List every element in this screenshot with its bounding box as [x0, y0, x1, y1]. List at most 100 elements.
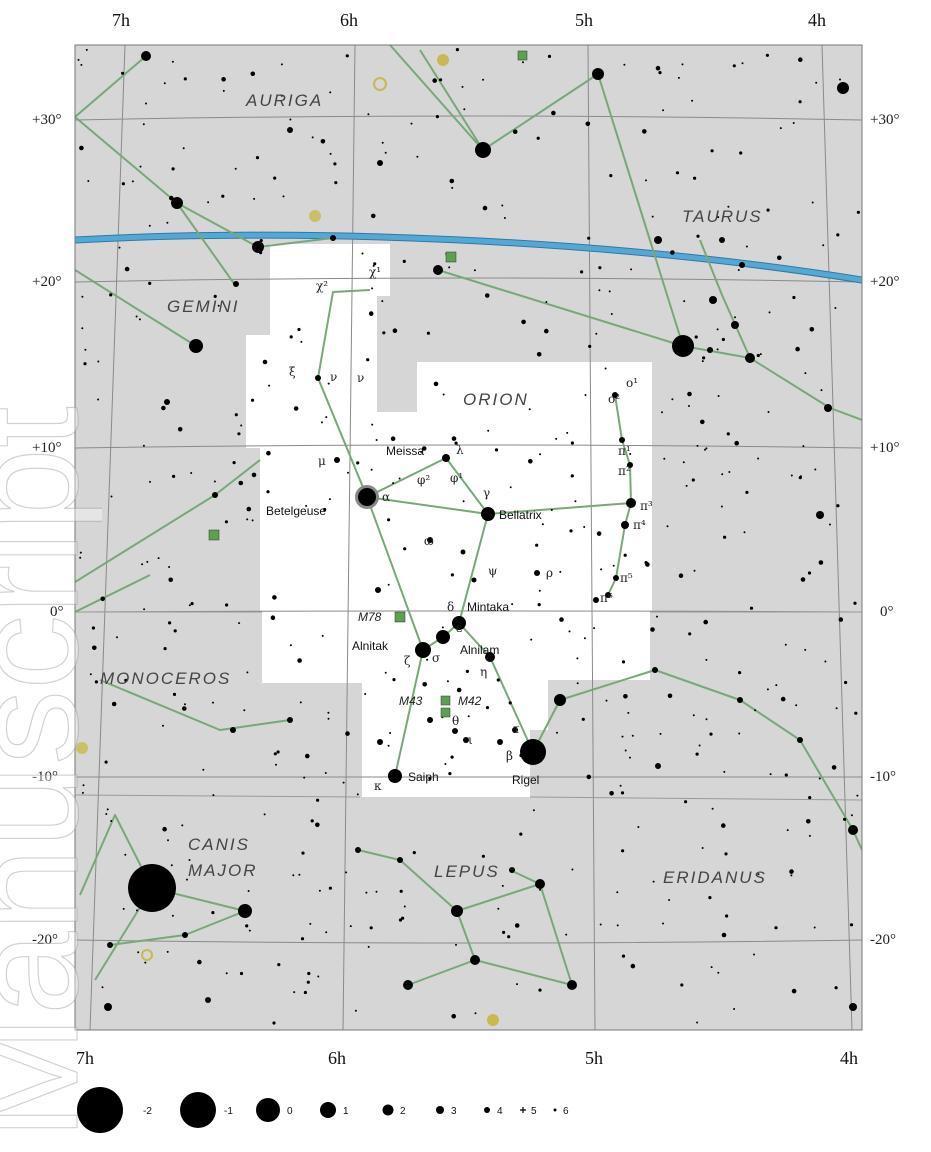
faint-star	[280, 63, 283, 66]
faint-star	[136, 909, 138, 912]
legend-dot	[520, 1107, 526, 1113]
faint-star	[487, 429, 490, 432]
faint-star	[181, 824, 184, 827]
greek-label: ι	[468, 733, 473, 747]
faint-star	[273, 752, 277, 756]
m78-marker	[394, 611, 406, 623]
faint-star	[82, 784, 85, 787]
chart-frame	[74, 44, 863, 1031]
faint-star	[822, 244, 825, 247]
faint-star	[792, 122, 795, 124]
faint-star	[433, 381, 439, 387]
faint-star	[297, 658, 302, 663]
faint-star	[583, 526, 586, 528]
faint-star	[321, 634, 324, 637]
faint-star	[213, 294, 217, 298]
faint-star	[441, 626, 444, 629]
faint-star	[799, 475, 802, 478]
faint-star	[232, 461, 236, 465]
faint-star	[666, 525, 669, 528]
faint-star	[798, 100, 802, 104]
faint-star	[455, 48, 459, 52]
faint-star	[741, 62, 744, 65]
faint-star	[381, 141, 384, 144]
faint-star	[496, 678, 500, 682]
dec-label: -10°	[870, 769, 896, 785]
greek-label: o¹	[626, 376, 638, 390]
faint-star	[521, 319, 526, 325]
dec-label: -20°	[32, 932, 58, 948]
constellation-names: AURIGA TAURUS GEMINI ORION MONOCEROS CAN…	[100, 91, 765, 887]
faint-star	[462, 500, 465, 503]
faint-star	[272, 1021, 276, 1025]
faint-star	[804, 372, 807, 375]
dso-label-m43: M43	[399, 694, 423, 708]
faint-star	[94, 680, 98, 684]
faint-star	[80, 63, 83, 66]
faint-star	[390, 436, 396, 442]
legend-label: 5	[531, 1106, 537, 1117]
faint-star	[623, 553, 627, 557]
greek-label: θ	[452, 714, 459, 728]
faint-star	[721, 932, 727, 938]
faint-star	[166, 221, 169, 224]
faint-star	[547, 54, 552, 59]
greek-label: β	[506, 749, 513, 763]
faint-star	[779, 127, 782, 130]
faint-star	[251, 519, 254, 522]
faint-star	[732, 64, 736, 68]
faint-star	[556, 731, 558, 734]
faint-star	[211, 911, 215, 915]
faint-star	[624, 749, 627, 752]
faint-star	[709, 732, 713, 736]
faint-star	[519, 832, 523, 836]
faint-star	[645, 562, 650, 567]
alnitak-star	[415, 642, 431, 658]
bright-stars	[104, 51, 858, 1011]
faint-star	[467, 715, 470, 718]
faint-star	[795, 704, 798, 707]
faint-star	[593, 627, 596, 630]
faint-star	[121, 71, 125, 75]
faint-star	[683, 300, 686, 303]
faint-star	[375, 439, 378, 441]
faint-star	[124, 678, 128, 682]
magnitude-legend: -2 -1 0 1 2 3 4 5 6	[77, 1087, 569, 1133]
faint-star	[172, 692, 177, 697]
faint-star	[381, 300, 384, 303]
faint-star	[190, 472, 193, 474]
faint-star	[87, 180, 90, 182]
faint-star	[838, 617, 844, 622]
faint-star	[77, 58, 80, 61]
faint-star	[703, 619, 708, 625]
faint-star	[702, 356, 706, 360]
faint-star	[303, 990, 307, 995]
faint-star	[576, 657, 579, 660]
m43-marker	[440, 695, 451, 706]
faint-star	[212, 701, 214, 704]
faint-star	[311, 136, 314, 139]
faint-star	[328, 886, 332, 890]
dec-label: 0°	[50, 604, 64, 620]
faint-star	[451, 186, 454, 189]
faint-star	[371, 213, 376, 219]
faint-star	[768, 311, 771, 314]
faint-star	[84, 348, 87, 351]
faint-star	[124, 266, 130, 272]
constellation-label-monoceros: MONOCEROS	[100, 669, 231, 688]
faint-star	[307, 971, 311, 976]
greek-label: σ	[432, 651, 440, 665]
faint-star	[808, 796, 812, 800]
faint-star	[587, 236, 591, 240]
faint-star	[421, 446, 427, 451]
faint-star	[727, 205, 730, 208]
greek-label: η	[480, 665, 487, 679]
faint-star	[808, 834, 811, 837]
greek-label: π⁴	[633, 518, 646, 532]
faint-star	[122, 907, 125, 910]
faint-star	[448, 266, 451, 269]
faint-star	[426, 658, 429, 661]
greek-label: χ²	[316, 279, 328, 293]
faint-star	[124, 853, 127, 856]
legend-dot	[77, 1087, 123, 1133]
